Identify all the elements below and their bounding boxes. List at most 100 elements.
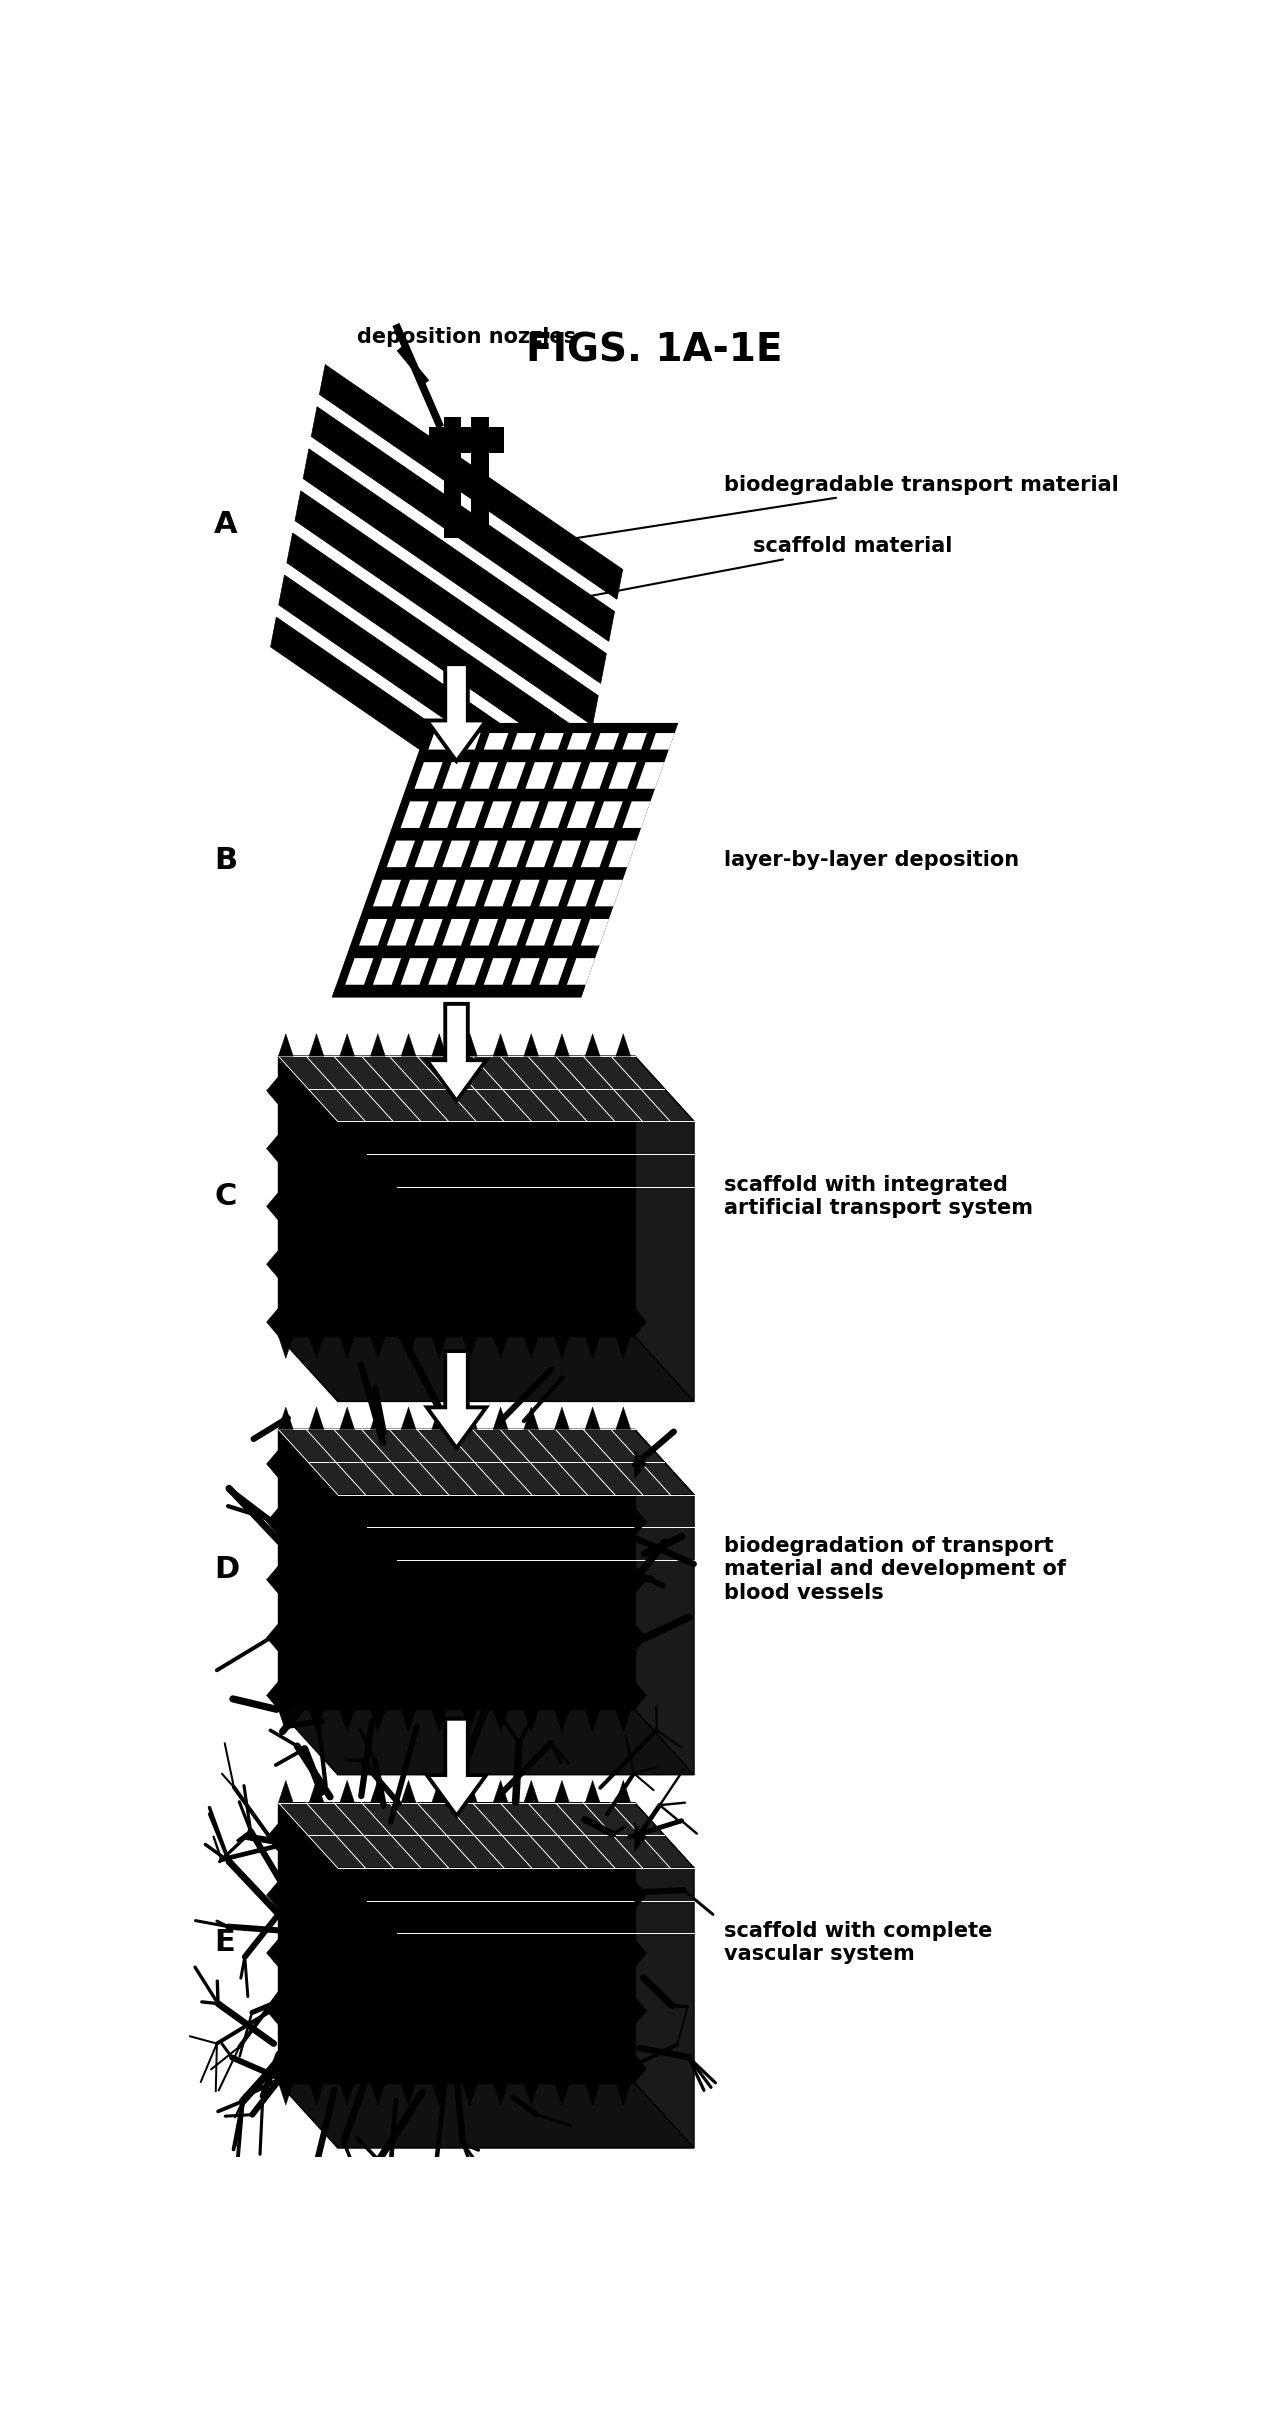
Polygon shape [373, 880, 401, 907]
Polygon shape [635, 1881, 646, 1910]
Polygon shape [387, 919, 415, 945]
Polygon shape [539, 802, 567, 829]
Polygon shape [278, 1430, 635, 1709]
Polygon shape [456, 957, 484, 984]
Polygon shape [278, 1709, 294, 1731]
Polygon shape [608, 841, 637, 868]
Polygon shape [498, 761, 526, 788]
Polygon shape [278, 1057, 695, 1122]
Polygon shape [635, 2056, 646, 2082]
Polygon shape [442, 841, 470, 868]
Polygon shape [401, 880, 429, 907]
Polygon shape [428, 802, 457, 829]
Polygon shape [278, 1803, 635, 2082]
Polygon shape [635, 1508, 646, 1537]
Polygon shape [359, 919, 387, 945]
Polygon shape [650, 722, 678, 749]
Polygon shape [401, 1406, 416, 1430]
Polygon shape [493, 1779, 508, 1803]
Polygon shape [309, 1033, 324, 1057]
Polygon shape [554, 1406, 570, 1430]
Polygon shape [636, 761, 664, 788]
FancyBboxPatch shape [471, 417, 489, 538]
Polygon shape [370, 1709, 386, 1731]
Polygon shape [498, 919, 526, 945]
Polygon shape [635, 1803, 695, 2148]
Polygon shape [278, 2082, 294, 2104]
Polygon shape [585, 1033, 600, 1057]
Polygon shape [539, 880, 567, 907]
Polygon shape [370, 1033, 386, 1057]
Polygon shape [462, 2082, 478, 2104]
Polygon shape [635, 1997, 646, 2024]
Polygon shape [585, 1406, 600, 1430]
Polygon shape [332, 722, 678, 996]
Polygon shape [427, 1004, 487, 1100]
Polygon shape [370, 1779, 386, 1803]
Text: scaffold with complete
vascular system: scaffold with complete vascular system [724, 1922, 992, 1963]
Polygon shape [581, 919, 609, 945]
Polygon shape [370, 1406, 386, 1430]
Polygon shape [267, 1450, 278, 1479]
Polygon shape [635, 1450, 646, 1479]
Polygon shape [278, 574, 582, 810]
Polygon shape [432, 1336, 447, 1357]
Polygon shape [271, 618, 573, 851]
Polygon shape [616, 1779, 631, 1803]
Polygon shape [493, 1336, 508, 1357]
Polygon shape [267, 1997, 278, 2024]
Polygon shape [401, 957, 429, 984]
Polygon shape [340, 1709, 355, 1731]
Polygon shape [512, 802, 540, 829]
Polygon shape [428, 722, 457, 749]
Text: A: A [215, 509, 238, 538]
Polygon shape [635, 1682, 646, 1709]
Polygon shape [462, 1336, 478, 1357]
Polygon shape [267, 1134, 278, 1164]
Polygon shape [462, 1406, 478, 1430]
Polygon shape [554, 1033, 570, 1057]
Polygon shape [267, 1193, 278, 1219]
Polygon shape [267, 1624, 278, 1651]
Polygon shape [493, 2082, 508, 2104]
Polygon shape [278, 1779, 294, 1803]
Polygon shape [340, 1336, 355, 1357]
Text: biodegradation of transport
material and development of
blood vessels: biodegradation of transport material and… [724, 1537, 1066, 1602]
Polygon shape [278, 1430, 695, 1496]
Polygon shape [287, 533, 590, 768]
Polygon shape [567, 880, 595, 907]
Polygon shape [309, 2082, 324, 2104]
Polygon shape [267, 1251, 278, 1277]
Polygon shape [512, 880, 540, 907]
Polygon shape [524, 1709, 539, 1731]
Polygon shape [567, 802, 595, 829]
Polygon shape [456, 802, 484, 829]
Polygon shape [524, 1033, 539, 1057]
Polygon shape [267, 1309, 278, 1336]
Polygon shape [278, 2082, 695, 2148]
Polygon shape [340, 1779, 355, 1803]
Polygon shape [554, 1779, 570, 1803]
Text: scaffold material: scaffold material [561, 536, 953, 604]
Polygon shape [309, 1336, 324, 1357]
Polygon shape [309, 1406, 324, 1430]
Polygon shape [635, 1309, 646, 1336]
Polygon shape [616, 1709, 631, 1731]
Polygon shape [425, 722, 678, 732]
Polygon shape [524, 1336, 539, 1357]
Polygon shape [484, 802, 512, 829]
Polygon shape [616, 1033, 631, 1057]
Text: C: C [215, 1180, 236, 1210]
Polygon shape [567, 957, 595, 984]
Polygon shape [554, 1709, 570, 1731]
Polygon shape [415, 761, 443, 788]
Text: E: E [215, 1927, 235, 1956]
Polygon shape [387, 841, 415, 868]
Polygon shape [370, 1336, 386, 1357]
Polygon shape [442, 919, 470, 945]
Polygon shape [616, 2082, 631, 2104]
Text: deposition nozzles: deposition nozzles [356, 327, 576, 347]
Text: biodegradable transport material: biodegradable transport material [550, 475, 1119, 545]
Polygon shape [470, 841, 498, 868]
Polygon shape [401, 2082, 416, 2104]
